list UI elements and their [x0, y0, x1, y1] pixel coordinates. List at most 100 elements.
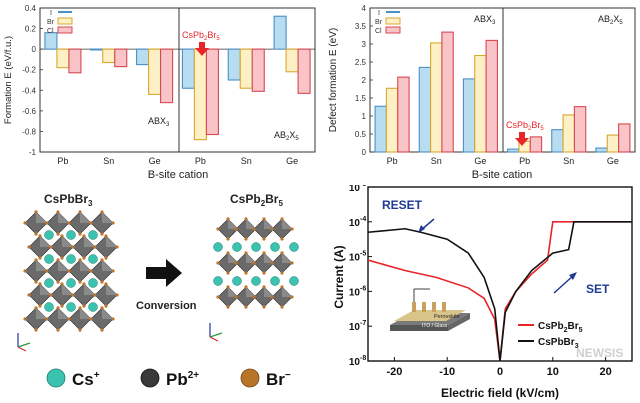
br-atom	[38, 282, 42, 286]
octahedron-highlight	[62, 236, 73, 247]
br-atom	[23, 221, 27, 225]
br-atom	[56, 328, 60, 332]
legend-label-br: Br	[375, 19, 383, 26]
pbbr-octahedron	[270, 217, 294, 241]
legend-label-cspb2br5: CsPb2Br5	[538, 321, 583, 334]
br-atom	[104, 282, 108, 286]
bar-cl	[441, 31, 454, 153]
bar-cl	[205, 48, 219, 136]
cs-atom	[88, 254, 98, 264]
br-atom	[270, 227, 274, 231]
octahedron-highlight	[36, 212, 47, 223]
cs-atom	[66, 278, 76, 288]
octahedron-highlight	[102, 212, 113, 223]
br-atom	[82, 256, 86, 260]
y-tick-label: -0.6	[22, 107, 36, 116]
br-atom	[27, 293, 31, 297]
pbbr6-octahedron	[93, 282, 119, 308]
br-atom	[100, 232, 104, 236]
axes-indicator-right	[209, 323, 223, 342]
br-atom	[34, 258, 38, 262]
y-tick-label: -0.4	[22, 86, 36, 95]
pbbr6-octahedron	[89, 210, 115, 236]
br-atom	[244, 251, 248, 255]
br-atom	[111, 317, 115, 321]
br-atom	[27, 245, 31, 249]
br-atom	[67, 221, 71, 225]
x-axis-label: B-site cation	[472, 169, 533, 181]
br-atom	[262, 217, 266, 221]
br-atom	[262, 271, 266, 275]
reset-label: RESET	[382, 198, 423, 212]
cs-atom	[66, 254, 76, 264]
bar-cl	[485, 39, 498, 153]
bar-cl	[529, 136, 543, 153]
cs-atom	[270, 276, 280, 286]
octahedron-highlight	[282, 219, 292, 229]
pbbr-octahedron	[252, 285, 276, 309]
br-atom	[252, 261, 256, 265]
cs-atom	[232, 276, 242, 286]
ab2x5-label: AB2X5	[274, 130, 299, 142]
bar-br	[385, 87, 399, 153]
bar-i	[181, 48, 195, 89]
br-atom	[262, 251, 266, 255]
br-atom	[82, 282, 86, 286]
cs-atom	[44, 230, 54, 240]
set-label: SET	[586, 282, 610, 296]
conversion-label: Conversion	[136, 300, 197, 312]
br-atom	[34, 280, 38, 284]
bar-br	[102, 48, 116, 64]
bar-i	[507, 148, 520, 153]
octahedron-highlight	[228, 287, 238, 297]
x-axis-label: B-site cation	[148, 169, 209, 181]
cs-legend-label: Cs+	[72, 370, 100, 389]
cs-atom	[88, 278, 98, 288]
bar-cl	[68, 48, 82, 74]
legend-swatch-br	[57, 17, 73, 25]
x-tick-label: Ge	[286, 156, 298, 166]
highlight-arrow-icon	[195, 42, 209, 56]
defect-energy-chart: 0 0.5 1 1.5 2 2.5 3 3.5 4 Pb Sn Ge Pb Sn Ge I Br Cl A…	[328, 4, 636, 181]
x-tick-label: Ge	[607, 156, 619, 166]
device-top-label: Perovskite	[434, 314, 460, 320]
br-atom	[56, 306, 60, 310]
br-atom	[100, 258, 104, 262]
y-tick-exponent: -8	[360, 355, 366, 362]
br-atom	[89, 317, 93, 321]
y-tick-label: 3.5	[355, 22, 367, 31]
y-tick-exponent: -3	[360, 185, 366, 188]
cspb2br5-structure	[213, 217, 299, 309]
x-tick-label: Pb	[387, 156, 398, 166]
bar-br	[239, 48, 253, 89]
x-tick-label: Sn	[431, 156, 442, 166]
br-atom	[38, 304, 42, 308]
br-atom	[280, 285, 284, 289]
br-atom	[56, 280, 60, 284]
y-tick-label: 4	[362, 4, 367, 13]
y-tick-label: 10	[349, 185, 361, 194]
br-atom	[226, 271, 230, 275]
br-atom	[115, 245, 119, 249]
pbbr6-octahedron	[71, 234, 97, 260]
bar-i	[551, 129, 564, 153]
pbbr6-octahedron	[23, 306, 49, 332]
bar-cl	[114, 48, 128, 68]
y-tick-exponent: -6	[360, 285, 366, 292]
legend-label-cl: Cl	[375, 28, 382, 35]
cs-atom	[251, 242, 261, 252]
cs-atom	[213, 242, 223, 252]
x-tick-label: Ge	[474, 156, 486, 166]
octahedron-highlight	[106, 236, 117, 247]
bar-i	[595, 147, 608, 153]
br-atom	[67, 269, 71, 273]
pbbr6-octahedron	[23, 210, 49, 236]
br-atom	[270, 261, 274, 265]
pbbr6-octahedron	[27, 282, 53, 308]
br-atom	[100, 328, 104, 332]
cs-atom	[232, 242, 242, 252]
br-atom	[290, 227, 294, 231]
br-legend-label: Br−	[266, 370, 291, 389]
crystal-structures: CsPbBr3 CsPb2Br5 Conversion Cs+ Pb2+ Br−	[17, 192, 299, 389]
